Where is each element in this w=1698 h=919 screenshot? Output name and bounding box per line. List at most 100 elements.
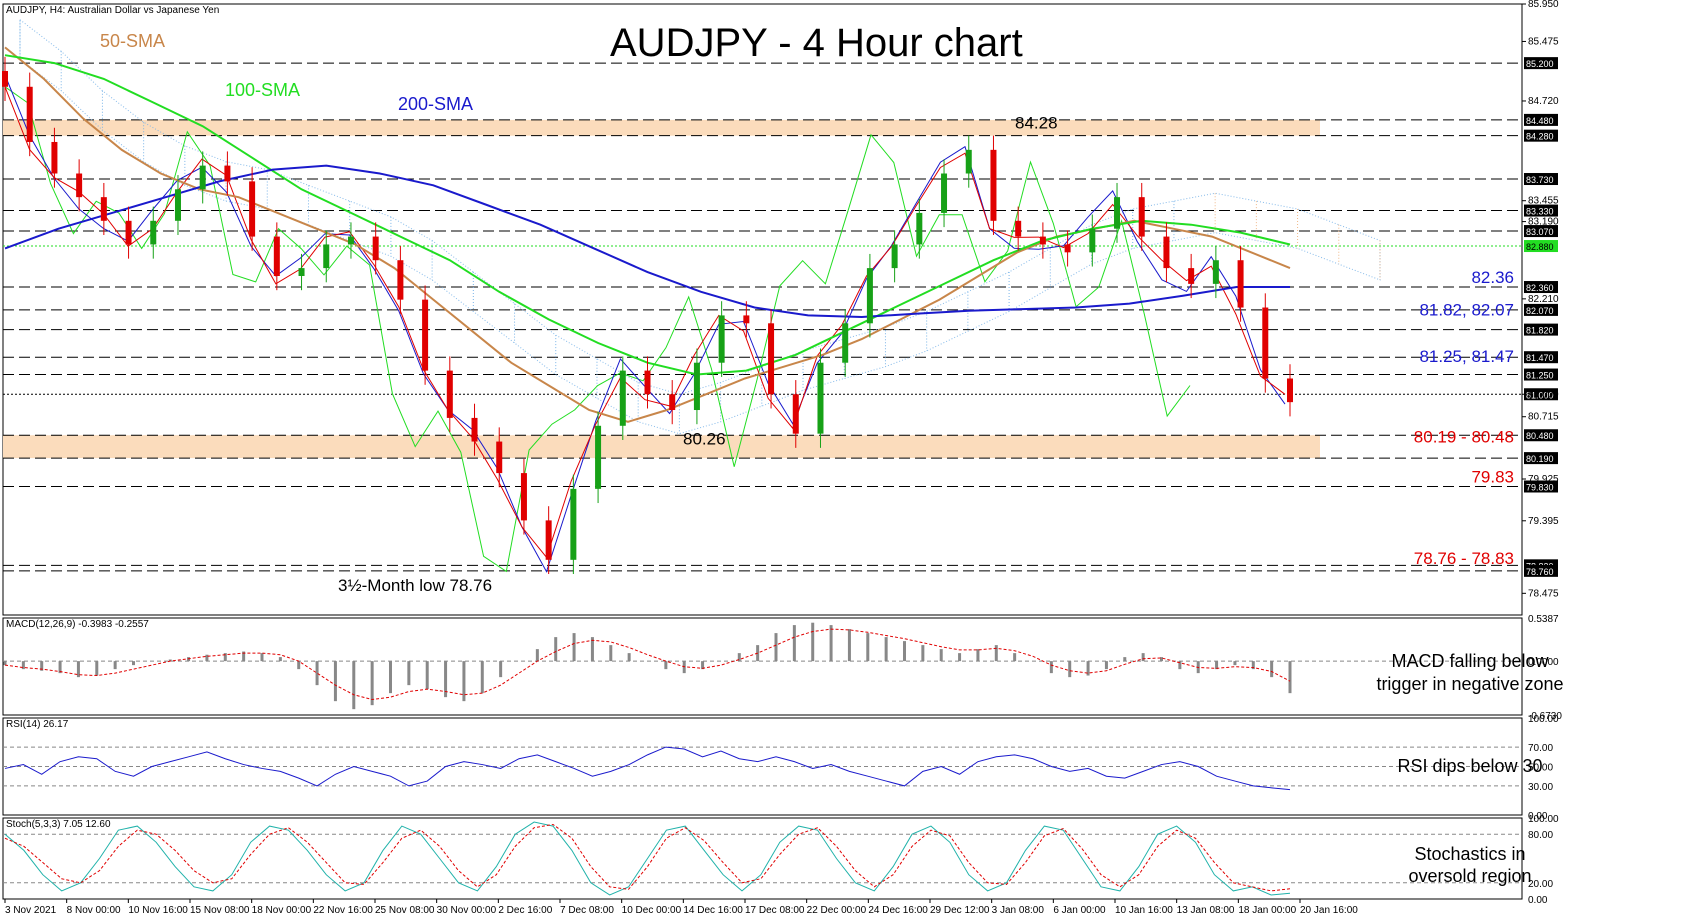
level-tag <box>1524 351 1558 364</box>
candle-body <box>422 299 429 371</box>
x-tick-label: 18 Jan 00:00 <box>1238 905 1296 916</box>
symbol-header: AUDJPY, H4: Australian Dollar vs Japanes… <box>6 5 219 16</box>
tenkan-sen-line <box>4 86 1286 559</box>
x-tick-label: 8 Nov 00:00 <box>67 905 121 916</box>
candle-body <box>1212 260 1219 284</box>
candle-body <box>1188 268 1195 284</box>
level-tag <box>1524 388 1558 401</box>
candle-body <box>1138 197 1145 237</box>
candle-body <box>1039 236 1046 245</box>
candle-body <box>100 197 107 221</box>
y-tick-label: 78.475 <box>1528 588 1559 599</box>
sma100-line <box>4 54 1291 376</box>
candle-body <box>1015 220 1022 237</box>
level-tag-label: 79.830 <box>1526 482 1554 492</box>
candle-body <box>125 220 132 245</box>
candle-body <box>26 86 33 142</box>
candle-body <box>397 260 404 300</box>
candle-body <box>298 268 305 276</box>
level-tag <box>1524 323 1558 336</box>
level-tag <box>1524 429 1558 442</box>
level-tag <box>1524 368 1558 381</box>
candle-body <box>323 244 330 269</box>
support-resistance-zones <box>3 119 1320 459</box>
candlesticks <box>2 56 1293 575</box>
candle-body <box>1287 378 1293 403</box>
candle-body <box>965 149 972 174</box>
candle-body <box>249 181 256 237</box>
candle-body <box>471 417 478 442</box>
candle-body <box>743 315 750 324</box>
price-zone-1 <box>3 435 1320 459</box>
y-tick-label: 82.210 <box>1528 294 1559 305</box>
level-annotation: 80.19 - 80.48 <box>1414 427 1514 446</box>
price-axis: 85.200 84.480 84.280 83.730 83.330 83.070 82.3… <box>1522 0 1559 599</box>
x-tick-label: 10 Dec 00:00 <box>622 905 682 916</box>
level-tag-label: 83.330 <box>1526 207 1554 217</box>
candle-body <box>916 212 923 245</box>
stoch-d-line <box>4 823 1291 892</box>
x-tick-label: 29 Dec 12:00 <box>930 905 990 916</box>
rsi-label: RSI(14) 26.17 <box>6 719 69 730</box>
level-tag <box>1524 113 1558 126</box>
x-tick-label: 3 Jan 08:00 <box>992 905 1045 916</box>
stoch-tick-label: 20.00 <box>1528 879 1553 890</box>
ichimoku-cloud-band <box>19 18 1381 435</box>
sma200-line <box>4 164 1290 319</box>
candle-body <box>1089 228 1096 253</box>
candle-body <box>1262 307 1269 379</box>
candle-body <box>1237 260 1244 308</box>
y-tick-label: 79.925 <box>1528 474 1559 485</box>
kijun-sen-line <box>4 74 1286 573</box>
level-tag <box>1524 452 1558 465</box>
level-tag <box>1524 173 1558 186</box>
stoch-label: Stoch(5,3,3) 7.05 12.60 <box>6 819 111 830</box>
level-annotation: 81.82, 82.07 <box>1419 300 1514 319</box>
y-tick-label: 85.475 <box>1528 36 1559 47</box>
x-tick-label: 13 Jan 08:00 <box>1177 905 1235 916</box>
rsi-line <box>4 746 1291 791</box>
candle-body <box>570 488 577 560</box>
y-tick-label: 83.190 <box>1528 217 1559 228</box>
rsi-tick-label: 100.00 <box>1528 714 1559 725</box>
level-tag-label: 81.470 <box>1526 353 1554 363</box>
level-tag-label: 81.250 <box>1526 371 1554 381</box>
level-annotation: 78.76 - 78.83 <box>1414 549 1514 568</box>
level-tag-label: 81.820 <box>1526 326 1554 336</box>
x-tick-label: 10 Nov 16:00 <box>128 905 188 916</box>
level-tag-label: 80.480 <box>1526 431 1554 441</box>
rsi-panel: 100.00 70.00 50.00 30.00 0.00 <box>2 714 1559 822</box>
level-tag <box>1524 225 1558 238</box>
chikou-span-line <box>4 86 1191 573</box>
candle-body <box>446 370 453 418</box>
candle-body <box>842 323 849 363</box>
price-annotation: 84.28 <box>1015 114 1058 133</box>
candle-body <box>619 370 626 426</box>
x-tick-label: 22 Nov 16:00 <box>313 905 373 916</box>
rsi-tick-label: 50.00 <box>1528 763 1553 774</box>
level-tag-label: 83.730 <box>1526 175 1554 185</box>
stoch-tick-label: 80.00 <box>1528 830 1553 841</box>
candle-body <box>347 236 354 245</box>
candle-body <box>496 441 503 474</box>
level-tag <box>1524 480 1558 493</box>
macd-label: MACD(12,26,9) -0.3983 -0.2557 <box>6 619 149 630</box>
level-tag-label: 81.000 <box>1526 390 1554 400</box>
stoch-note-line1: Stochastics in <box>1414 844 1525 864</box>
level-tag-label: 83.070 <box>1526 227 1554 237</box>
level-tag <box>1524 129 1558 142</box>
sma100-legend: 100-SMA <box>225 80 300 100</box>
rsi-tick-label: 0.00 <box>1528 811 1548 822</box>
candle-body <box>817 362 824 434</box>
level-tag-label: 85.200 <box>1526 59 1554 69</box>
level-tag <box>1524 281 1558 294</box>
candle-body <box>51 141 58 174</box>
x-tick-label: 7 Dec 08:00 <box>560 905 614 916</box>
stoch-tick-label: 100.00 <box>1528 814 1559 825</box>
candle-body <box>792 394 799 434</box>
current-price-tag <box>1524 240 1558 253</box>
candle-body <box>1114 197 1121 229</box>
candle-body <box>866 268 873 324</box>
macd-tick-label: 0.0000 <box>1528 657 1559 668</box>
level-annotation: 81.25, 81.47 <box>1419 347 1514 366</box>
